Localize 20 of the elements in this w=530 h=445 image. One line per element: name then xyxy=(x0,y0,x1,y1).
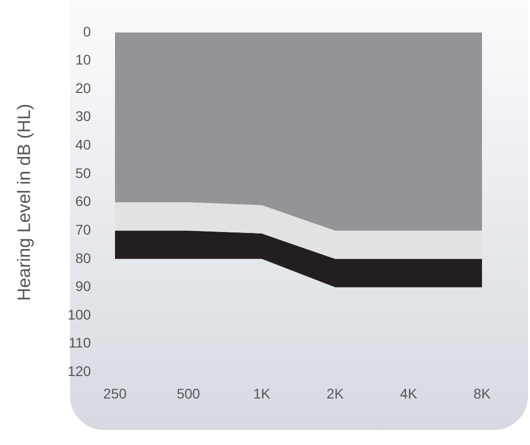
x-tick-label: 4K xyxy=(400,385,418,402)
y-tick-label: 30 xyxy=(75,108,92,124)
y-axis-title: Hearing Level in dB (HL) xyxy=(14,104,34,301)
y-tick-label: 10 xyxy=(75,52,92,68)
y-tick-label: 80 xyxy=(75,250,92,266)
y-tick-label: 60 xyxy=(75,193,92,210)
y-tick-label: 110 xyxy=(68,334,92,351)
x-tick-label: 500 xyxy=(176,385,200,402)
y-tick-label: 100 xyxy=(68,306,92,322)
x-tick-label: 2K xyxy=(326,385,344,402)
y-tick-label: 90 xyxy=(75,278,92,294)
y-tick-label: 70 xyxy=(75,221,92,238)
y-tick-label: 20 xyxy=(75,80,92,96)
x-tick-label: 1K xyxy=(253,385,271,402)
y-tick-label: 40 xyxy=(75,136,92,153)
y-tick-label: 50 xyxy=(75,164,92,181)
y-tick-label: 120 xyxy=(68,363,92,380)
x-tick-label: 8K xyxy=(473,385,492,402)
y-tick-label: 0 xyxy=(83,23,92,40)
x-tick-label: 250 xyxy=(103,385,127,402)
